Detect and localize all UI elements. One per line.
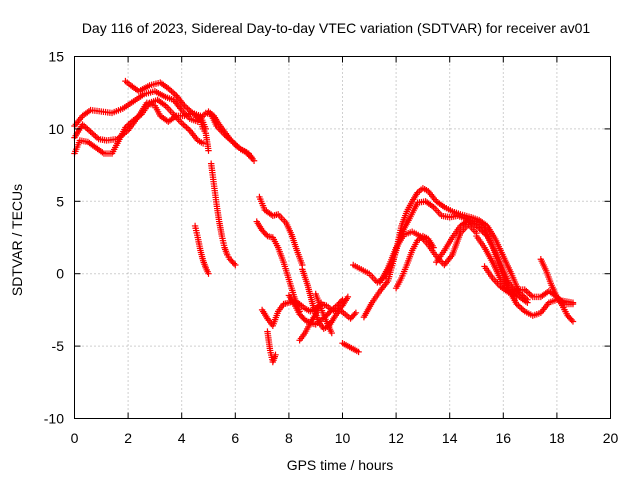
data-point	[568, 316, 575, 324]
data-point	[199, 140, 207, 147]
data-point	[339, 296, 346, 303]
x-tick-label: 8	[285, 430, 293, 446]
data-point	[171, 90, 178, 98]
series-track-15	[312, 290, 335, 337]
data-point	[169, 89, 177, 96]
data-point	[430, 244, 437, 251]
data-point	[513, 293, 520, 301]
data-markers	[71, 77, 577, 366]
data-point	[183, 124, 190, 131]
data-point	[526, 290, 533, 298]
data-point	[230, 140, 238, 147]
x-tick-label: 16	[496, 430, 512, 446]
series-track-4	[122, 77, 212, 154]
data-point	[527, 292, 535, 299]
data-point	[355, 348, 362, 356]
y-tick-label: -5	[52, 338, 65, 354]
y-tick-label: 10	[48, 121, 64, 137]
grid-lines	[74, 56, 611, 419]
series-track-16	[339, 340, 362, 356]
data-point	[232, 261, 239, 269]
x-tick-label: 14	[442, 430, 458, 446]
data-point	[82, 124, 89, 131]
data-point	[246, 153, 254, 160]
series-track-5	[205, 108, 255, 162]
data-point	[337, 298, 345, 305]
y-tick-label: -10	[44, 411, 64, 427]
data-point	[88, 130, 96, 137]
x-tick-label: 12	[388, 430, 404, 446]
data-point	[351, 311, 358, 318]
data-point	[328, 329, 335, 337]
series-track-20	[392, 232, 437, 292]
data-point	[205, 147, 212, 154]
tick-labels: 0 2 4 6 8 10 12 14 16 18 20 -10 -5 0 5 10 15	[44, 49, 619, 447]
series-track-9	[256, 193, 306, 269]
series-track-10	[258, 293, 352, 330]
y-tick-label: 15	[48, 49, 64, 65]
data-point	[205, 270, 212, 277]
series-track-3	[71, 96, 207, 157]
y-tick-label: 0	[56, 266, 64, 282]
series-track-7	[191, 222, 212, 277]
y-tick-label: 5	[56, 193, 64, 209]
data-point	[516, 303, 524, 311]
x-tick-label: 4	[178, 430, 186, 446]
series-track-23	[473, 232, 520, 301]
data-point	[569, 318, 577, 325]
data-point	[248, 154, 255, 162]
data-point	[181, 122, 189, 130]
x-tick-label: 6	[231, 430, 239, 446]
data-point	[569, 300, 577, 308]
data-point	[524, 296, 531, 303]
x-tick-label: 20	[603, 430, 619, 446]
data-point	[272, 351, 279, 358]
data-point	[344, 293, 352, 301]
series-track-19	[376, 221, 480, 286]
data-point	[180, 121, 187, 128]
data-point	[168, 88, 175, 95]
data-point	[85, 127, 93, 134]
x-axis-label: GPS time / hours	[287, 457, 394, 473]
x-tick-label: 2	[124, 430, 132, 446]
series-track-2	[71, 99, 210, 144]
axis-ticks	[74, 56, 611, 419]
x-tick-label: 10	[335, 430, 351, 446]
series-track-8	[253, 218, 303, 315]
x-tick-label: 0	[71, 430, 79, 446]
data-point	[352, 309, 360, 316]
data-point	[92, 132, 99, 140]
x-tick-label: 18	[549, 430, 565, 446]
data-point	[518, 305, 525, 312]
series-track-11	[264, 328, 279, 366]
data-point	[90, 131, 97, 138]
data-point	[84, 125, 91, 133]
data-point	[523, 287, 530, 295]
data-point	[327, 308, 334, 315]
data-point	[184, 125, 192, 133]
series-track-14	[285, 292, 346, 328]
series-track-6	[207, 160, 239, 269]
series-track-24	[537, 256, 577, 325]
data-point	[524, 289, 532, 296]
data-point	[230, 260, 238, 267]
y-axis-label: SDTVAR / TECUs	[9, 184, 25, 296]
data-point	[87, 128, 94, 135]
chart-title: Day 116 of 2023, Sidereal Day-to-day VTE…	[82, 20, 591, 36]
